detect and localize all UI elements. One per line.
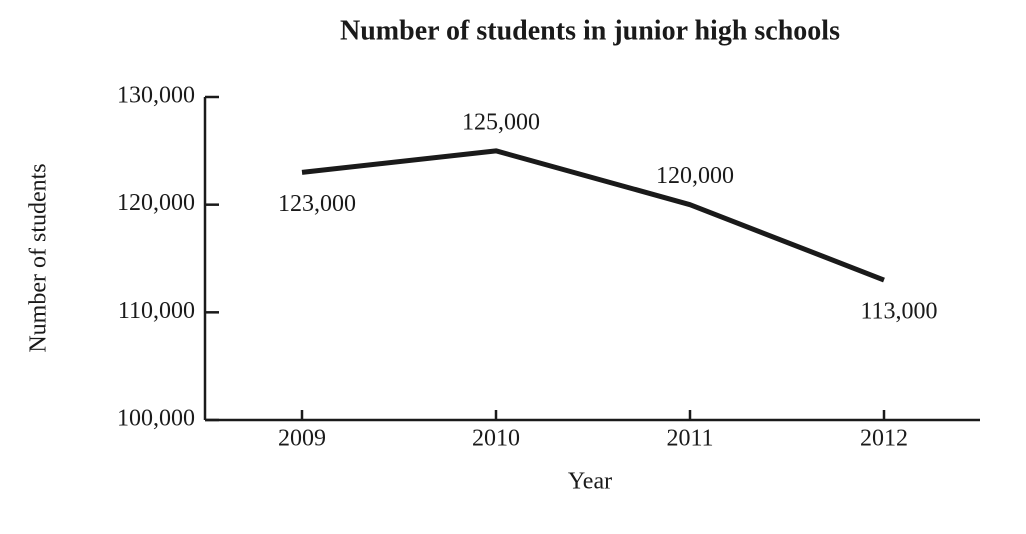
chart-title: Number of students in junior high school…	[340, 15, 840, 46]
x-tick-label: 2010	[472, 426, 520, 452]
data-label: 120,000	[656, 163, 734, 189]
y-tick-label: 100,000	[117, 406, 195, 432]
x-tick-label: 2012	[860, 426, 908, 452]
y-tick-label: 120,000	[117, 190, 195, 216]
data-label: 125,000	[462, 109, 540, 135]
x-tick-label: 2009	[278, 426, 326, 452]
x-axis-label: Year	[568, 469, 612, 495]
y-axis-label: Number of students	[26, 163, 52, 352]
y-tick-label: 130,000	[117, 83, 195, 109]
data-line	[301, 148, 885, 283]
data-label: 113,000	[860, 299, 937, 325]
data-label: 123,000	[278, 191, 356, 217]
y-tick-label: 110,000	[118, 298, 195, 324]
x-tick-label: 2011	[666, 426, 713, 452]
